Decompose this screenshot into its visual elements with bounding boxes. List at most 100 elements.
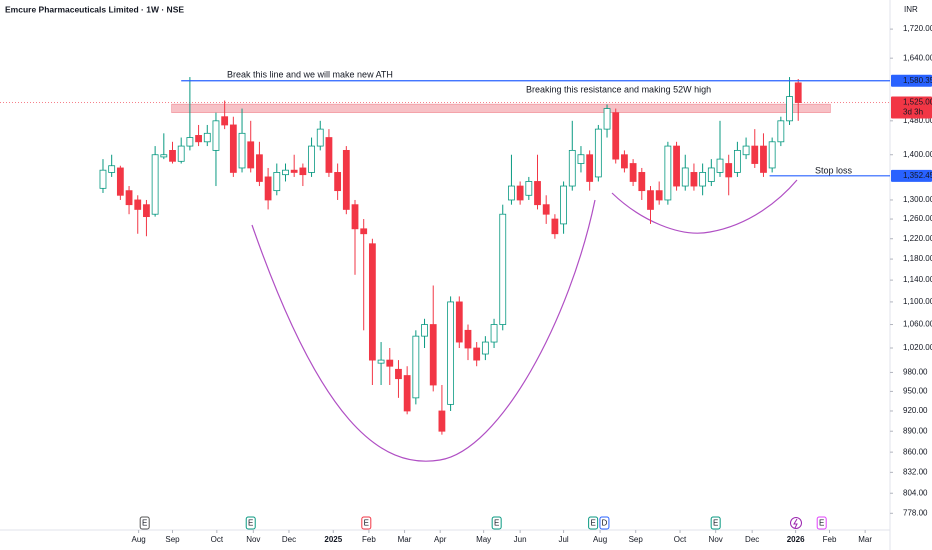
- x-tick-label: Aug: [131, 535, 145, 544]
- resistance-zone: [171, 103, 831, 113]
- candle-body: [621, 154, 628, 169]
- candle-body: [473, 347, 481, 361]
- level-price-label: 1,580.35: [903, 76, 932, 85]
- candle-body: [768, 141, 776, 169]
- candle-body: [733, 149, 741, 173]
- y-tick-label: 804.00: [903, 488, 928, 497]
- y-tick-label: 832.00: [903, 467, 928, 476]
- x-tick-label: Mar: [858, 535, 872, 544]
- x-tick-label: Jun: [514, 535, 527, 544]
- event-marker[interactable]: E: [588, 516, 599, 530]
- candle-body: [551, 218, 559, 235]
- event-marker[interactable]: E: [245, 516, 256, 530]
- candle-body: [655, 190, 663, 201]
- candle-body: [447, 301, 455, 405]
- x-tick-label: Feb: [823, 535, 837, 544]
- cup-curve: [251, 199, 596, 462]
- candle-body: [221, 116, 229, 126]
- candle-body: [508, 185, 515, 201]
- y-tick-label: 980.00: [903, 368, 928, 377]
- candle-body: [125, 190, 133, 206]
- candle-body: [560, 185, 567, 225]
- y-tick-label: 1,220.00: [903, 234, 932, 243]
- x-tick-label: Aug: [593, 535, 607, 544]
- candle-body: [299, 167, 307, 176]
- dividend-icon[interactable]: [790, 517, 802, 529]
- y-tick-label: 1,060.00: [903, 320, 932, 329]
- candle-body: [594, 128, 602, 178]
- candle-body: [169, 149, 176, 162]
- candle-body: [177, 145, 185, 162]
- candle-body: [455, 301, 463, 343]
- candle-body: [368, 243, 376, 361]
- candle-body: [264, 176, 272, 201]
- event-badge: [710, 516, 721, 530]
- candle-body: [568, 149, 576, 187]
- candle-body: [412, 335, 420, 399]
- candle-body: [725, 163, 733, 178]
- candle-body: [195, 135, 202, 143]
- annotation: Stop loss: [815, 165, 853, 175]
- candle-body: [325, 137, 333, 173]
- y-tick-label: 1,260.00: [903, 214, 932, 223]
- candle-body: [690, 172, 698, 187]
- event-marker[interactable]: E: [816, 516, 827, 530]
- event-marker[interactable]: E: [139, 516, 150, 530]
- event-marker[interactable]: E: [710, 516, 721, 530]
- candle-body: [229, 124, 237, 173]
- candle-body: [351, 204, 359, 230]
- level-price-box: [891, 169, 932, 182]
- candle-body: [334, 172, 342, 192]
- event-badge: [816, 516, 827, 530]
- y-tick-label: 1,480.00: [903, 116, 932, 125]
- candle-body: [673, 145, 680, 187]
- y-tick-label: 860.00: [903, 447, 928, 456]
- candle-body: [290, 169, 298, 173]
- event-label: E: [142, 519, 147, 528]
- candle-body: [360, 228, 368, 235]
- candle-body: [638, 172, 646, 192]
- level-price-label: 1,352.45: [903, 171, 932, 180]
- candle-body: [777, 120, 785, 143]
- chart-title: Emcure Pharmaceuticals Limited · 1W · NS…: [5, 4, 184, 14]
- x-tick-label: Oct: [211, 535, 224, 544]
- x-tick-label: Dec: [745, 535, 759, 544]
- candle-body: [238, 132, 246, 169]
- event-badge: [588, 516, 599, 530]
- candle-body: [247, 141, 255, 169]
- last-price-label: 1,525.00: [903, 98, 932, 107]
- handle-curve: [611, 179, 798, 234]
- y-tick-label: 1,100.00: [903, 297, 932, 306]
- candle-body: [603, 108, 611, 130]
- candle-body: [516, 185, 524, 201]
- event-label: D: [602, 519, 608, 528]
- x-tick-label: Nov: [709, 535, 723, 544]
- event-label: E: [713, 519, 718, 528]
- candle-body: [647, 190, 654, 210]
- candle-body: [525, 181, 533, 196]
- level-price-box: [891, 74, 932, 87]
- x-tick-label: May: [476, 535, 491, 544]
- candle-body: [212, 120, 220, 151]
- event-marker[interactable]: D: [599, 516, 610, 530]
- x-tick-label: Dec: [282, 535, 296, 544]
- event-marker[interactable]: E: [491, 516, 502, 530]
- event-label: E: [364, 519, 369, 528]
- candle-body: [429, 324, 437, 386]
- candle-body: [499, 213, 507, 325]
- x-tick-label: Feb: [362, 535, 376, 544]
- y-tick-label: 1,020.00: [903, 343, 932, 352]
- event-badge: [491, 516, 502, 530]
- candle-body: [342, 149, 350, 210]
- candle-body: [316, 128, 324, 147]
- candle-body: [699, 172, 707, 187]
- event-marker[interactable]: E: [361, 516, 372, 530]
- event-badge: [245, 516, 256, 530]
- last-price-box: [891, 96, 932, 119]
- dividend-icon-bolt: [793, 518, 798, 529]
- candle-body: [116, 167, 124, 196]
- candle-body: [151, 154, 159, 215]
- x-tick-label: Oct: [674, 535, 687, 544]
- y-tick-label: 1,180.00: [903, 254, 932, 263]
- x-tick-label: Sep: [165, 535, 180, 544]
